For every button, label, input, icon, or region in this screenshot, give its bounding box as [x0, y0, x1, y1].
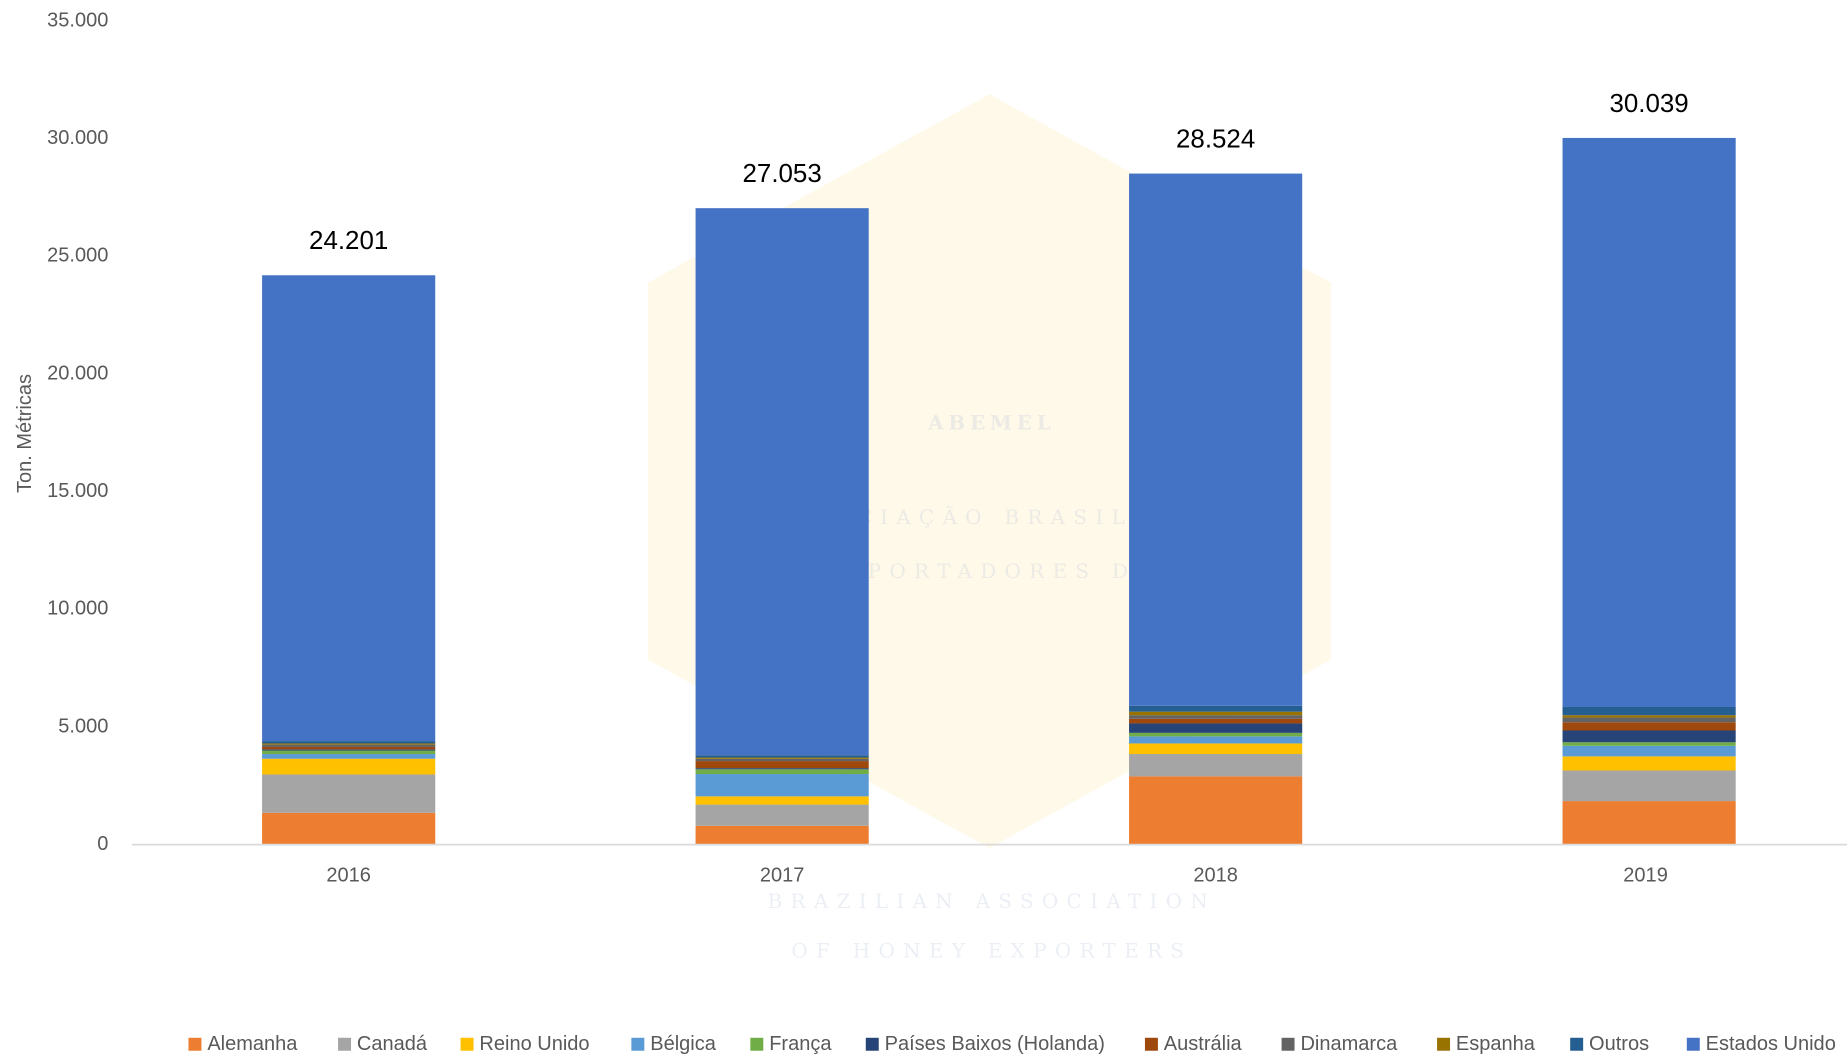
bar-segment — [262, 743, 436, 745]
x-tick-label: 2018 — [1193, 865, 1238, 887]
bar-segment — [1562, 730, 1736, 743]
watermark-text: BRAZILIAN ASSOCIATION — [768, 889, 1216, 913]
bar-segment — [262, 749, 436, 751]
bar-segment — [262, 754, 436, 759]
bar-segment — [695, 768, 869, 770]
bar-segment — [262, 744, 436, 747]
legend-swatch — [1281, 1037, 1295, 1051]
x-tick-label: 2019 — [1623, 865, 1668, 887]
legend-swatch — [750, 1037, 764, 1051]
legend-label: Bélgica — [650, 1033, 717, 1055]
bar-segment — [1129, 718, 1303, 724]
bar-segment — [262, 750, 436, 755]
x-tick-label: 2017 — [760, 865, 805, 887]
bar-segment — [1562, 745, 1736, 757]
bar-segment — [1562, 722, 1736, 731]
bar-segment — [1129, 754, 1303, 777]
total-label: 27.053 — [743, 160, 822, 188]
legend-swatch — [1144, 1037, 1158, 1051]
total-label: 30.039 — [1609, 90, 1688, 118]
total-label: 24.201 — [309, 227, 388, 255]
legend-label: Dinamarca — [1300, 1033, 1398, 1055]
bar-segment — [1129, 723, 1303, 733]
bar-segment — [695, 796, 869, 805]
bar-segment — [262, 746, 436, 750]
legend-label: Austrália — [1164, 1033, 1243, 1055]
y-tick-label: 25.000 — [47, 245, 108, 267]
watermark-text: ABEMEL — [927, 411, 1055, 435]
bar-segment — [1129, 776, 1303, 845]
bar-segment — [1129, 732, 1303, 737]
bar-segment — [262, 774, 436, 813]
legend-swatch — [865, 1037, 879, 1051]
total-label: 28.524 — [1176, 125, 1255, 153]
bar-segment — [1562, 742, 1736, 746]
bar-segment — [695, 761, 869, 769]
bar-segment — [262, 275, 436, 742]
bar-segment — [1562, 715, 1736, 718]
legend-swatch — [631, 1037, 645, 1051]
bar-segment — [1562, 706, 1736, 716]
y-tick-label: 20.000 — [47, 362, 108, 384]
bar-segment — [695, 758, 869, 762]
bar-segment — [695, 804, 869, 826]
legend-label: Outros — [1589, 1033, 1649, 1055]
y-tick-label: 10.000 — [47, 598, 108, 620]
legend-label: Espanha — [1456, 1033, 1536, 1055]
watermark-text: OF HONEY EXPORTERS — [791, 938, 1192, 962]
bar-segment — [1562, 801, 1736, 845]
bar-segment — [695, 769, 869, 775]
bar-segment — [1562, 756, 1736, 771]
bar-segment — [695, 825, 869, 845]
bar-segment — [695, 208, 869, 756]
legend-label: Alemanha — [207, 1033, 298, 1055]
legend-swatch — [1686, 1037, 1700, 1051]
bar-segment — [262, 758, 436, 775]
y-tick-label: 15.000 — [47, 480, 108, 502]
bar-segment — [1562, 137, 1736, 707]
y-axis-title: Ton. Métricas — [14, 374, 36, 493]
y-tick-label: 0 — [97, 833, 108, 855]
bar-segment — [1562, 770, 1736, 802]
bar-segment — [262, 812, 436, 845]
bar-segment — [1129, 715, 1303, 719]
bar-segment — [695, 774, 869, 797]
y-tick-label: 30.000 — [47, 127, 108, 149]
legend-label: Reino Unido — [479, 1033, 589, 1055]
x-tick-label: 2016 — [326, 865, 371, 887]
legend-swatch — [1437, 1037, 1451, 1051]
legend-label: Países Baixos (Holanda) — [885, 1033, 1105, 1055]
legend-label: Canadá — [357, 1033, 428, 1055]
bar-segment — [1129, 736, 1303, 744]
y-tick-label: 5.000 — [58, 715, 108, 737]
bar-segment — [1129, 705, 1303, 712]
bar-segment — [1129, 711, 1303, 716]
legend-swatch — [338, 1037, 352, 1051]
y-tick-label: 35.000 — [47, 10, 108, 32]
bar-segment — [1562, 717, 1736, 723]
bar-segment — [262, 741, 436, 744]
legend-swatch — [1570, 1037, 1584, 1051]
legend-label: Estados Unido — [1706, 1033, 1836, 1055]
bar-segment — [1129, 743, 1303, 755]
legend-label: França — [769, 1033, 832, 1055]
bar-segment — [1129, 173, 1303, 706]
legend-swatch — [188, 1037, 202, 1051]
legend-swatch — [460, 1037, 474, 1051]
bar-segment — [695, 755, 869, 758]
bar-segment — [695, 757, 869, 759]
watermark-text: ASSOCIAÇÃO BRASILEIRA — [765, 505, 1219, 529]
